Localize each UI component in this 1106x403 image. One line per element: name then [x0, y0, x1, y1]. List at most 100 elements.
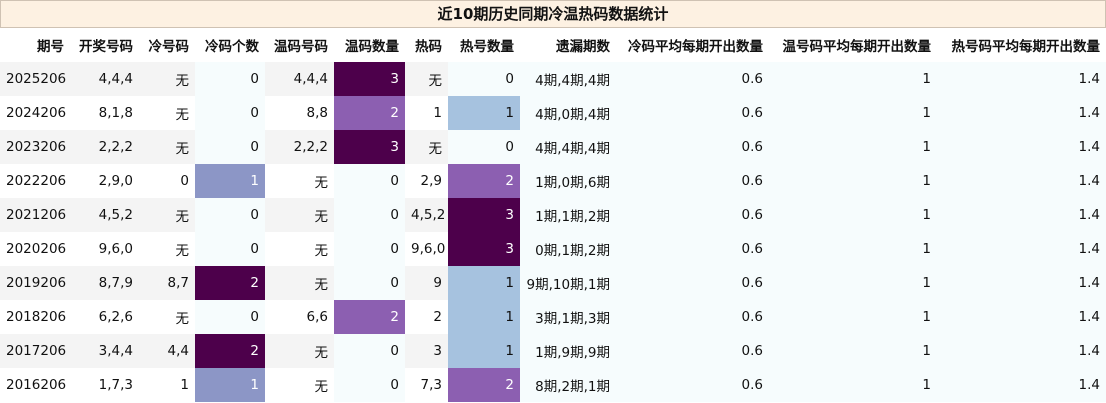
col-header-hot-count: 热号数量 [448, 28, 520, 62]
cell-missing-periods: 8期,2期,1期 [520, 368, 616, 402]
cell-hot-numbers: 9,6,0 [405, 232, 448, 266]
cell-missing-periods: 4期,4期,4期 [520, 62, 616, 96]
col-header-cold-count: 冷码个数 [195, 28, 265, 62]
cell-cold-numbers: 无 [139, 232, 195, 266]
cell-warm-avg: 1 [769, 62, 937, 96]
cell-cold-numbers: 无 [139, 130, 195, 164]
cell-period: 2021206 [0, 198, 70, 232]
cell-hot-avg: 1.4 [937, 62, 1106, 96]
cell-warm-numbers: 无 [265, 164, 334, 198]
cell-warm-count: 0 [334, 232, 405, 266]
cell-draw-numbers: 3,4,4 [70, 334, 139, 368]
col-header-draw-numbers: 开奖号码 [70, 28, 139, 62]
cell-hot-count: 2 [448, 368, 520, 402]
cell-warm-count: 2 [334, 300, 405, 334]
cell-warm-numbers: 无 [265, 232, 334, 266]
cell-hot-count: 1 [448, 300, 520, 334]
cell-period: 2016206 [0, 368, 70, 402]
cell-cold-count: 0 [195, 62, 265, 96]
cell-warm-numbers: 无 [265, 368, 334, 402]
cell-warm-count: 0 [334, 266, 405, 300]
col-header-cold-numbers: 冷号码 [139, 28, 195, 62]
stats-table: 期号 开奖号码 冷号码 冷码个数 温码号码 温码数量 热码 热号数量 遗漏期数 … [0, 28, 1106, 402]
cell-cold-count: 0 [195, 96, 265, 130]
cell-missing-periods: 4期,0期,4期 [520, 96, 616, 130]
cell-warm-count: 0 [334, 368, 405, 402]
cell-draw-numbers: 8,1,8 [70, 96, 139, 130]
cell-cold-count: 0 [195, 198, 265, 232]
cell-cold-avg: 0.6 [616, 300, 769, 334]
col-header-warm-count: 温码数量 [334, 28, 405, 62]
cell-cold-count: 2 [195, 266, 265, 300]
cell-cold-count: 2 [195, 334, 265, 368]
cell-warm-numbers: 4,4,4 [265, 62, 334, 96]
cell-warm-avg: 1 [769, 164, 937, 198]
col-header-missing-periods: 遗漏期数 [520, 28, 616, 62]
cell-warm-count: 0 [334, 164, 405, 198]
cell-hot-numbers: 4,5,2 [405, 198, 448, 232]
cell-missing-periods: 1期,0期,6期 [520, 164, 616, 198]
cell-period: 2024206 [0, 96, 70, 130]
cell-cold-count: 1 [195, 164, 265, 198]
table-row: 2016206 1,7,3 1 1 无 0 7,3 2 8期,2期,1期 0.6 1 1.4 [0, 368, 1106, 402]
cell-cold-avg: 0.6 [616, 96, 769, 130]
cell-warm-count: 0 [334, 334, 405, 368]
cell-draw-numbers: 2,2,2 [70, 130, 139, 164]
cell-cold-numbers: 无 [139, 96, 195, 130]
cell-missing-periods: 9期,10期,1期 [520, 266, 616, 300]
cell-draw-numbers: 6,2,6 [70, 300, 139, 334]
cell-warm-avg: 1 [769, 300, 937, 334]
cell-cold-avg: 0.6 [616, 198, 769, 232]
cell-hot-avg: 1.4 [937, 266, 1106, 300]
cell-cold-avg: 0.6 [616, 368, 769, 402]
cell-warm-avg: 1 [769, 130, 937, 164]
cell-hot-avg: 1.4 [937, 198, 1106, 232]
table-row: 2018206 6,2,6 无 0 6,6 2 2 1 3期,1期,3期 0.6 1 1.4 [0, 300, 1106, 334]
cell-cold-avg: 0.6 [616, 62, 769, 96]
cell-period: 2019206 [0, 266, 70, 300]
cell-cold-numbers: 无 [139, 62, 195, 96]
col-header-hot-avg: 热号码平均每期开出数量 [937, 28, 1106, 62]
cell-period: 2025206 [0, 62, 70, 96]
cell-hot-count: 1 [448, 96, 520, 130]
table-row: 2017206 3,4,4 4,4 2 无 0 3 1 1期,9期,9期 0.6 1 1.4 [0, 334, 1106, 368]
cell-hot-numbers: 2,9 [405, 164, 448, 198]
table-row: 2023206 2,2,2 无 0 2,2,2 3 无 0 4期,4期,4期 0.6 1 1.4 [0, 130, 1106, 164]
cell-warm-count: 2 [334, 96, 405, 130]
cell-missing-periods: 1期,9期,9期 [520, 334, 616, 368]
cell-hot-avg: 1.4 [937, 334, 1106, 368]
cell-cold-avg: 0.6 [616, 164, 769, 198]
cell-missing-periods: 3期,1期,3期 [520, 300, 616, 334]
cell-missing-periods: 1期,1期,2期 [520, 198, 616, 232]
cell-cold-avg: 0.6 [616, 130, 769, 164]
cell-period: 2022206 [0, 164, 70, 198]
cell-hot-numbers: 1 [405, 96, 448, 130]
cell-draw-numbers: 1,7,3 [70, 368, 139, 402]
cell-cold-count: 1 [195, 368, 265, 402]
table-row: 2021206 4,5,2 无 0 无 0 4,5,2 3 1期,1期,2期 0.6 1 1.4 [0, 198, 1106, 232]
cell-hot-count: 1 [448, 334, 520, 368]
cell-hot-count: 0 [448, 130, 520, 164]
cell-warm-avg: 1 [769, 266, 937, 300]
col-header-cold-avg: 冷码平均每期开出数量 [616, 28, 769, 62]
cell-warm-numbers: 6,6 [265, 300, 334, 334]
cell-hot-numbers: 9 [405, 266, 448, 300]
cell-draw-numbers: 2,9,0 [70, 164, 139, 198]
cell-cold-avg: 0.6 [616, 334, 769, 368]
cell-hot-avg: 1.4 [937, 164, 1106, 198]
col-header-warm-numbers: 温码号码 [265, 28, 334, 62]
cell-hot-count: 3 [448, 198, 520, 232]
cell-warm-numbers: 2,2,2 [265, 130, 334, 164]
cell-cold-numbers: 无 [139, 300, 195, 334]
cell-warm-count: 3 [334, 62, 405, 96]
cell-hot-avg: 1.4 [937, 130, 1106, 164]
cell-hot-count: 1 [448, 266, 520, 300]
cell-hot-numbers: 无 [405, 130, 448, 164]
table-title: 近10期历史同期冷温热码数据统计 [0, 0, 1106, 28]
cell-cold-count: 0 [195, 130, 265, 164]
cell-missing-periods: 4期,4期,4期 [520, 130, 616, 164]
cell-cold-count: 0 [195, 300, 265, 334]
cell-hot-avg: 1.4 [937, 300, 1106, 334]
cell-hot-numbers: 无 [405, 62, 448, 96]
cell-period: 2020206 [0, 232, 70, 266]
